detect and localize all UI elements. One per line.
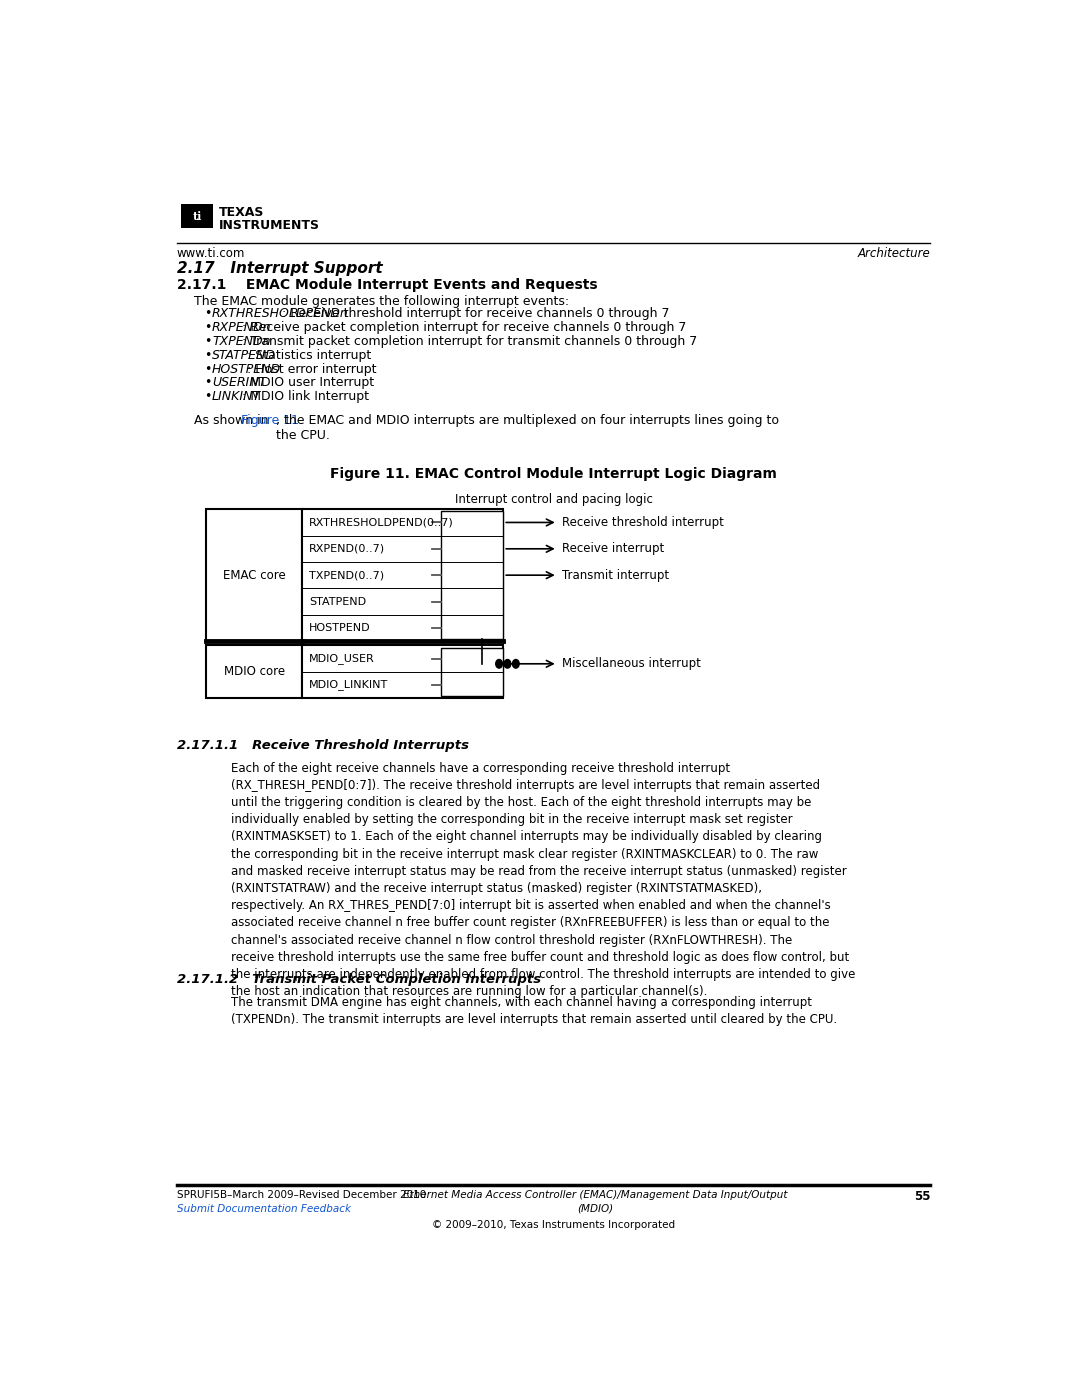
Text: RXTHRESHOLDPEND(0..7): RXTHRESHOLDPEND(0..7) [309,517,454,528]
Text: HOSTPEND: HOSTPEND [212,363,281,376]
Text: HOSTPEND: HOSTPEND [309,623,370,633]
Circle shape [496,659,502,668]
Text: : Host error interrupt: : Host error interrupt [247,363,376,376]
Bar [441,647,503,696]
Text: Figure 11. EMAC Control Module Interrupt Logic Diagram: Figure 11. EMAC Control Module Interrupt… [330,468,777,482]
Text: The transmit DMA engine has eight channels, with each channel having a correspon: The transmit DMA engine has eight channe… [231,996,837,1025]
Text: Architecture: Architecture [858,247,930,260]
Bar [206,645,302,698]
Text: •: • [204,390,211,404]
Text: MDIO_LINKINT: MDIO_LINKINT [309,679,389,690]
Text: TXPENDn: TXPENDn [212,335,270,348]
Text: RXPENDn: RXPENDn [212,321,271,334]
Text: STATPEND: STATPEND [212,349,276,362]
Text: SPRUFI5B–March 2009–Revised December 2010: SPRUFI5B–March 2009–Revised December 201… [177,1190,427,1200]
Text: Figure 11: Figure 11 [241,414,299,426]
Bar [302,645,503,698]
Text: As shown in: As shown in [193,414,272,426]
Text: EMAC core: EMAC core [222,569,285,581]
Text: Interrupt control and pacing logic: Interrupt control and pacing logic [455,493,652,506]
Text: : MDIO link Interrupt: : MDIO link Interrupt [243,390,369,404]
Text: (MDIO): (MDIO) [578,1204,613,1214]
Text: ti: ti [192,211,202,222]
Text: : Receive packet completion interrupt for receive channels 0 through 7: : Receive packet completion interrupt fo… [243,321,687,334]
Text: MDIO core: MDIO core [224,665,285,678]
Text: , the EMAC and MDIO interrupts are multiplexed on four interrupts lines going to: , the EMAC and MDIO interrupts are multi… [276,414,779,441]
Text: 2.17   Interrupt Support: 2.17 Interrupt Support [177,261,382,277]
Text: •: • [204,349,211,362]
Text: INSTRUMENTS: INSTRUMENTS [218,219,320,232]
Text: Transmit interrupt: Transmit interrupt [562,569,669,581]
Circle shape [504,659,511,668]
Text: Receive interrupt: Receive interrupt [562,542,664,556]
Text: © 2009–2010, Texas Instruments Incorporated: © 2009–2010, Texas Instruments Incorpora… [432,1220,675,1229]
FancyBboxPatch shape [181,204,213,228]
Bar [206,510,302,641]
Text: : Transmit packet completion interrupt for transmit channels 0 through 7: : Transmit packet completion interrupt f… [243,335,698,348]
Text: 2.17.1    EMAC Module Interrupt Events and Requests: 2.17.1 EMAC Module Interrupt Events and … [177,278,597,292]
Text: •: • [204,363,211,376]
Text: Ethernet Media Access Controller (EMAC)/Management Data Input/Output: Ethernet Media Access Controller (EMAC)/… [403,1190,787,1200]
Text: Miscellaneous interrupt: Miscellaneous interrupt [562,658,701,671]
Text: www.ti.com: www.ti.com [177,247,245,260]
Bar [441,511,503,638]
Text: 2.17.1.1   Receive Threshold Interrupts: 2.17.1.1 Receive Threshold Interrupts [177,739,469,752]
Text: : MDIO user Interrupt: : MDIO user Interrupt [243,376,375,390]
Text: MDIO_USER: MDIO_USER [309,652,375,664]
Text: •: • [204,376,211,390]
Text: 2.17.1.2   Transmit Packet Completion Interrupts: 2.17.1.2 Transmit Packet Completion Inte… [177,974,541,986]
Text: TEXAS: TEXAS [218,207,265,219]
Text: 55: 55 [914,1190,930,1203]
Text: TXPEND(0..7): TXPEND(0..7) [309,570,384,580]
Text: RXTHRESHOLDPENDn: RXTHRESHOLDPENDn [212,307,349,320]
Text: STATPEND: STATPEND [309,597,366,606]
Text: : Receive threshold interrupt for receive channels 0 through 7: : Receive threshold interrupt for receiv… [282,307,670,320]
Text: Submit Documentation Feedback: Submit Documentation Feedback [177,1204,351,1214]
Text: •: • [204,321,211,334]
Text: Each of the eight receive channels have a corresponding receive threshold interr: Each of the eight receive channels have … [231,761,855,997]
Text: The EMAC module generates the following interrupt events:: The EMAC module generates the following … [193,295,569,307]
Text: USERINT: USERINT [212,376,267,390]
Text: LINKINT: LINKINT [212,390,261,404]
Text: Receive threshold interrupt: Receive threshold interrupt [562,515,724,529]
Text: •: • [204,335,211,348]
Text: •: • [204,307,211,320]
Bar [302,510,503,641]
Circle shape [513,659,519,668]
Text: RXPEND(0..7): RXPEND(0..7) [309,543,386,553]
Text: : Statistics interrupt: : Statistics interrupt [247,349,372,362]
